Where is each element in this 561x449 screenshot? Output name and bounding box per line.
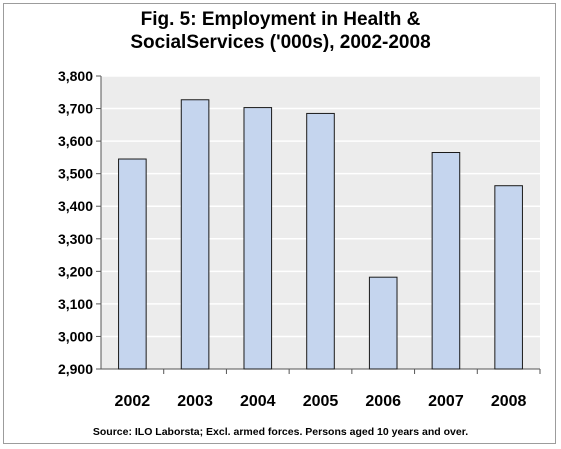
x-tick-label: 2005 <box>303 393 339 410</box>
bar-2003 <box>180 99 210 370</box>
x-tick-label: 2003 <box>177 393 213 410</box>
bar-2004 <box>243 107 273 370</box>
chart-title: Fig. 5: Employment in Health & SocialSer… <box>0 8 561 54</box>
y-tick-label: 3,800 <box>58 68 93 84</box>
bar-2005 <box>306 112 335 370</box>
y-tick-label: 3,700 <box>58 101 93 117</box>
bar-2007 <box>431 152 461 370</box>
bar-2008 <box>494 185 523 370</box>
source-note: Source: ILO Laborsta; Excl. armed forces… <box>92 426 469 438</box>
x-tick-label: 2004 <box>240 393 276 410</box>
y-tick-label: 3,500 <box>58 166 93 182</box>
y-tick-label: 3,000 <box>58 328 93 344</box>
y-tick-label: 2,900 <box>58 361 93 377</box>
x-tick-label: 2008 <box>491 393 527 410</box>
y-tick-label: 3,300 <box>58 231 93 247</box>
y-tick-label: 3,200 <box>58 263 93 279</box>
x-tick-label: 2006 <box>365 393 401 410</box>
x-tick-label: 2007 <box>428 393 464 410</box>
y-tick-label: 3,400 <box>58 198 93 214</box>
bar-2002 <box>118 158 147 370</box>
x-tick-label: 2002 <box>115 393 151 410</box>
chart-title-line-2: SocialServices ('000s), 2002-2008 <box>130 32 431 53</box>
bar-2006 <box>368 276 398 370</box>
y-tick-label: 3,100 <box>58 296 93 312</box>
chart-title-line-1: Fig. 5: Employment in Health & <box>140 9 421 30</box>
y-tick-label: 3,600 <box>58 133 93 149</box>
